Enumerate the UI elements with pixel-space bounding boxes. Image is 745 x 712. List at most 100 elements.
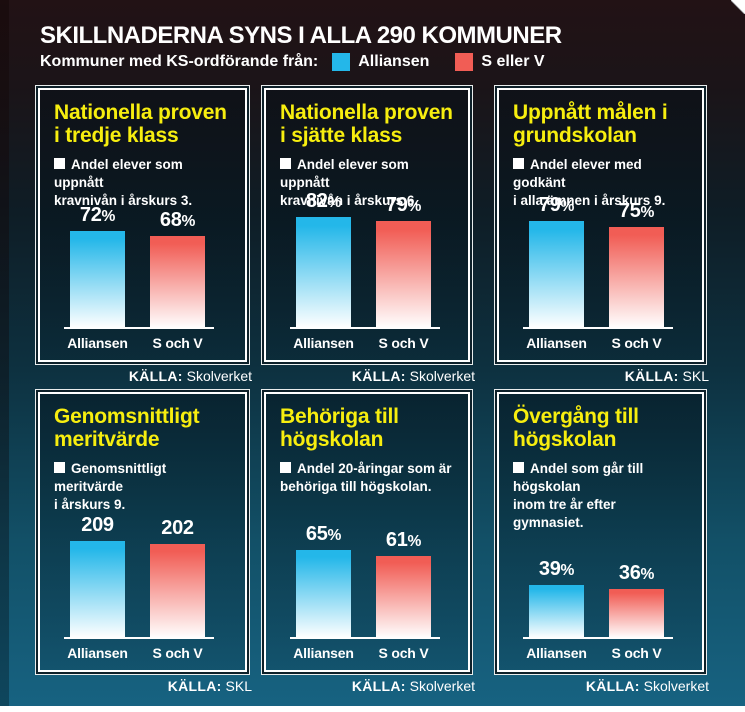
panel-frame: Genomsnittligt meritvärde Genomsnittligt…: [38, 392, 247, 672]
source-caption: KÄLLA: Skolverket: [586, 678, 709, 694]
chart-panel-5: Behöriga till högskolan Andel 20-åringar…: [264, 392, 475, 694]
category-label-s-och-v: S och V: [378, 645, 429, 661]
bar-alliansen: [70, 541, 125, 638]
category-label-alliansen: Alliansen: [293, 645, 354, 661]
source-name: SKL: [682, 368, 709, 384]
bar-value-s-och-v: 75%: [618, 200, 655, 222]
source-name: Skolverket: [409, 678, 475, 694]
panel-title: Nationella proven i tredje klass: [54, 101, 227, 147]
percent-sign: %: [101, 208, 116, 225]
bar-chart: 39% 36% Alliansen S och V: [499, 440, 702, 670]
panel-description: Andel elever med godkänt i alla ämnen i …: [513, 156, 688, 210]
source-name: Skolverket: [186, 368, 252, 384]
bar-s-och-v: [150, 544, 205, 638]
source-prefix: KÄLLA:: [351, 368, 406, 384]
bullet-square-icon: [280, 158, 291, 169]
category-label-s-och-v: S och V: [152, 335, 203, 351]
bar-s-och-v: [150, 236, 205, 328]
axis-baseline: [64, 327, 214, 329]
bar-value-alliansen: 209: [81, 514, 114, 536]
bottom-white-strip: [0, 706, 745, 712]
panels-grid: Nationella proven i tredje klass Andel e…: [38, 88, 718, 703]
percent-sign: %: [327, 527, 342, 544]
panel-title: Nationella proven i sjätte klass: [280, 101, 453, 147]
category-label-alliansen: Alliansen: [526, 645, 587, 661]
legend-label: Kommuner med KS-ordförande från:: [40, 53, 319, 70]
bar-chart: 79% 75% Alliansen S och V: [499, 130, 702, 360]
bar-value-alliansen: 82%: [305, 190, 342, 212]
bar-alliansen: [70, 231, 125, 328]
bullet-square-icon: [54, 462, 65, 473]
bar-alliansen: [296, 217, 351, 328]
panel-frame: Uppnått målen i grundskolan Andel elever…: [497, 88, 704, 362]
legend: Kommuner med KS-ordförande från: Allians…: [40, 53, 571, 71]
page-title: SKILLNADERNA SYNS I ALLA 290 KOMMUNER: [40, 22, 562, 49]
category-label-alliansen: Alliansen: [526, 335, 587, 351]
percent-sign: %: [181, 213, 196, 230]
bar-value-s-och-v: 79%: [385, 194, 422, 216]
panel-description: Andel elever som uppnått kravnivån i års…: [280, 156, 454, 210]
axis-baseline: [523, 637, 673, 639]
category-label-alliansen: Alliansen: [67, 645, 128, 661]
panel-description: Andel elever som uppnått kravnivån i års…: [54, 156, 231, 210]
category-label-s-och-v: S och V: [378, 335, 429, 351]
source-prefix: KÄLLA:: [585, 678, 640, 694]
source-caption: KÄLLA: SKL: [168, 678, 252, 694]
source-name: SKL: [225, 678, 252, 694]
category-label-s-och-v: S och V: [152, 645, 203, 661]
category-label-alliansen: Alliansen: [293, 335, 354, 351]
legend-swatch-s-eller-v-icon: [455, 53, 474, 71]
percent-sign: %: [327, 194, 342, 211]
source-name: Skolverket: [409, 368, 475, 384]
panel-frame: Övergång till högskolan Andel som går ti…: [497, 392, 704, 672]
panel-description: Genomsnittligt meritvärde i årskurs 9.: [54, 460, 231, 514]
panel-frame: Behöriga till högskolan Andel 20-åringar…: [264, 392, 470, 672]
bar-s-och-v: [609, 589, 664, 638]
source-prefix: KÄLLA:: [351, 678, 406, 694]
legend-item-alliansen: Alliansen: [332, 53, 429, 71]
panel-title: Genomsnittligt meritvärde: [54, 405, 200, 451]
bar-value-s-och-v: 202: [161, 517, 194, 539]
bar-value-alliansen: 39%: [538, 558, 575, 580]
panel-frame: Nationella proven i sjätte klass Andel e…: [264, 88, 470, 362]
panel-frame: Nationella proven i tredje klass Andel e…: [38, 88, 247, 362]
axis-baseline: [523, 327, 673, 329]
chart-panel-3: Uppnått målen i grundskolan Andel elever…: [497, 88, 709, 384]
percent-sign: %: [560, 198, 575, 215]
bar-chart: 209 202 Alliansen S och V: [40, 440, 245, 670]
left-edge-shading: [0, 0, 9, 712]
source-caption: KÄLLA: SKL: [625, 368, 709, 384]
bullet-square-icon: [513, 462, 524, 473]
panel-description-text: Andel elever som uppnått kravnivån i års…: [54, 157, 193, 208]
bar-s-och-v: [376, 556, 431, 638]
bar-alliansen: [529, 585, 584, 638]
bar-value-s-och-v: 61%: [385, 529, 422, 551]
bar-value-s-och-v: 68%: [159, 209, 196, 231]
chart-panel-6: Övergång till högskolan Andel som går ti…: [497, 392, 709, 694]
percent-sign: %: [407, 533, 422, 550]
bar-s-och-v: [609, 227, 664, 328]
axis-baseline: [64, 637, 214, 639]
percent-sign: %: [640, 204, 655, 221]
bar-value-alliansen: 65%: [305, 523, 342, 545]
panel-description: Andel som går till högskolan inom tre år…: [513, 460, 688, 532]
source-prefix: KÄLLA:: [128, 368, 183, 384]
legend-text-s-eller-v: S eller V: [481, 53, 545, 70]
panel-title: Övergång till högskolan: [513, 405, 639, 451]
axis-baseline: [290, 637, 440, 639]
chart-panel-2: Nationella proven i sjätte klass Andel e…: [264, 88, 475, 384]
panel-description: Andel 20-åringar som är behöriga till hö…: [280, 460, 454, 496]
source-prefix: KÄLLA:: [167, 678, 222, 694]
legend-item-s-eller-v: S eller V: [455, 53, 545, 71]
percent-sign: %: [560, 562, 575, 579]
panel-description-text: Andel 20-åringar som är behöriga till hö…: [280, 461, 452, 494]
panel-description-text: Andel som går till högskolan inom tre år…: [513, 461, 644, 530]
panel-description-text: Andel elever med godkänt i alla ämnen i …: [513, 157, 666, 208]
page-curl-decoration-icon: [731, 0, 745, 14]
percent-sign: %: [640, 566, 655, 583]
source-caption: KÄLLA: Skolverket: [352, 368, 475, 384]
category-label-alliansen: Alliansen: [67, 335, 128, 351]
panel-description-text: Andel elever som uppnått kravnivån i års…: [280, 157, 419, 208]
source-name: Skolverket: [643, 678, 709, 694]
